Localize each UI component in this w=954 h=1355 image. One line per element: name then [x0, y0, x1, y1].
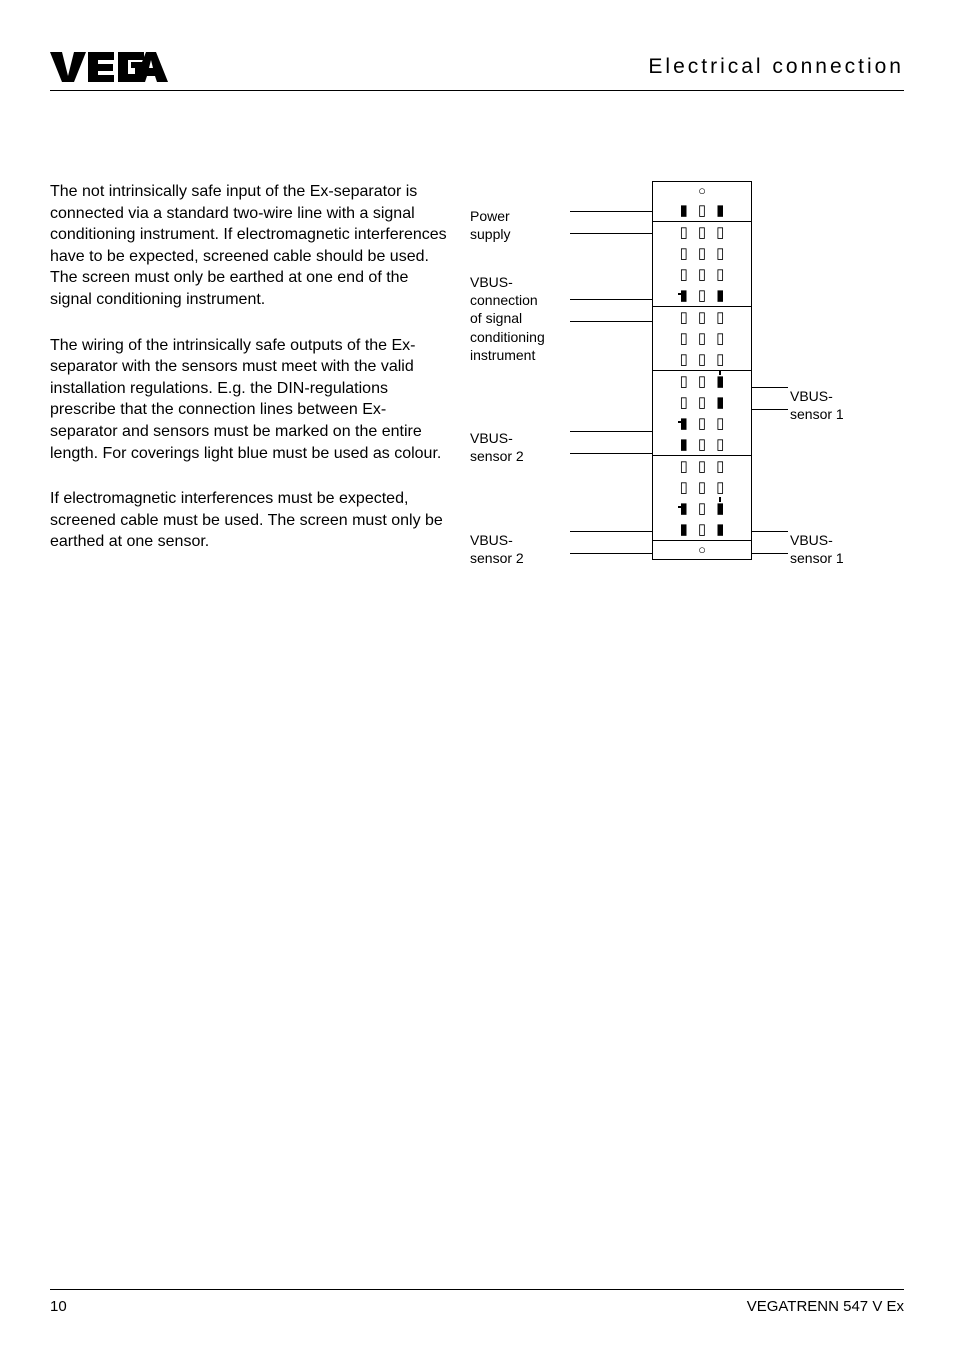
- lead-line: [570, 299, 652, 300]
- terminal-pin: [680, 374, 688, 389]
- terminal-pin: [716, 501, 724, 516]
- terminal-pin: [716, 331, 724, 346]
- mounting-hole: ○: [653, 182, 751, 200]
- terminal-pin: [716, 374, 724, 389]
- terminal-row: [653, 519, 751, 540]
- terminal-pin: [680, 459, 688, 474]
- terminal-pin: [716, 522, 724, 537]
- terminal-pin: [698, 225, 706, 240]
- terminal-row: [653, 434, 751, 455]
- terminal-pin: [716, 310, 724, 325]
- page-number: 10: [50, 1298, 67, 1315]
- terminal-pin: [716, 459, 724, 474]
- terminal-row: [653, 349, 751, 370]
- terminal-pin: [680, 522, 688, 537]
- terminal-pin: [698, 352, 706, 367]
- label-vbus-sensor1-a: VBUS- sensor 1: [790, 387, 844, 423]
- diagram-column: ○○ Power supply VBUS- connection of sign…: [470, 181, 904, 611]
- terminal-row: [653, 264, 751, 285]
- label-power-supply: Power supply: [470, 207, 510, 243]
- terminal-pin: [716, 480, 724, 495]
- terminal-pin: [680, 416, 688, 431]
- terminal-row: [653, 285, 751, 306]
- terminal-pin: [680, 395, 688, 410]
- paragraph-1: The not intrinsically safe input of the …: [50, 181, 450, 311]
- wiring-diagram: ○○ Power supply VBUS- connection of sign…: [470, 181, 904, 611]
- terminal-pin: [680, 225, 688, 240]
- terminal-row: [653, 477, 751, 498]
- terminal-pin: [698, 437, 706, 452]
- terminal-pin: [698, 288, 706, 303]
- terminal-row: [653, 200, 751, 221]
- terminal-pin: [698, 203, 706, 218]
- lead-line: [570, 453, 652, 454]
- terminal-pin: [716, 267, 724, 282]
- lead-line: [752, 553, 788, 554]
- terminal-row: [653, 328, 751, 349]
- section-title: Electrical connection: [648, 55, 904, 79]
- terminal-row: [653, 498, 751, 519]
- terminal-pin: [680, 437, 688, 452]
- label-vbus-sensor1-b: VBUS- sensor 1: [790, 531, 844, 567]
- text-column: The not intrinsically safe input of the …: [50, 181, 450, 611]
- terminal-pin: [716, 225, 724, 240]
- terminal-pin: [698, 459, 706, 474]
- terminal-pin: [680, 310, 688, 325]
- terminal-pin: [698, 522, 706, 537]
- terminal-pin: [698, 267, 706, 282]
- vega-logo: [50, 50, 170, 84]
- label-vbus-sensor2-a: VBUS- sensor 2: [470, 429, 524, 465]
- terminal-row: [653, 306, 751, 328]
- lead-line: [570, 211, 652, 212]
- terminal-pin: [716, 203, 724, 218]
- terminal-pin: [698, 416, 706, 431]
- terminal-row: [653, 392, 751, 413]
- label-vbus-sensor2-b: VBUS- sensor 2: [470, 531, 524, 567]
- lead-line: [570, 431, 652, 432]
- footer: 10 VEGATRENN 547 V Ex: [50, 1289, 904, 1315]
- lead-line: [570, 233, 652, 234]
- lead-line: [752, 531, 788, 532]
- terminal-pin: [680, 203, 688, 218]
- lead-line: [570, 531, 652, 532]
- lead-line: [752, 387, 788, 388]
- mounting-hole: ○: [653, 540, 751, 559]
- lead-line: [570, 553, 652, 554]
- terminal-pin: [716, 416, 724, 431]
- terminal-pin: [680, 331, 688, 346]
- terminal-pin: [698, 501, 706, 516]
- label-vbus-connection: VBUS- connection of signal conditioning …: [470, 273, 545, 364]
- terminal-pin: [698, 310, 706, 325]
- terminal-pin: [698, 395, 706, 410]
- terminal-pin: [680, 267, 688, 282]
- lead-line: [570, 321, 652, 322]
- terminal-pin: [698, 246, 706, 261]
- terminal-pin: [698, 480, 706, 495]
- terminal-row: [653, 370, 751, 392]
- terminal-row: [653, 413, 751, 434]
- terminal-pin: [716, 288, 724, 303]
- terminal-pin: [680, 480, 688, 495]
- terminal-row: [653, 243, 751, 264]
- terminal-pin: [680, 288, 688, 303]
- paragraph-3: If electromagnetic interferences must be…: [50, 488, 450, 553]
- paragraph-2: The wiring of the intrinsically safe out…: [50, 335, 450, 465]
- header: Electrical connection: [50, 50, 904, 91]
- doc-id: VEGATRENN 547 V Ex: [747, 1298, 904, 1315]
- terminal-row: [653, 221, 751, 243]
- terminal-pin: [698, 374, 706, 389]
- terminal-pin: [716, 352, 724, 367]
- content: The not intrinsically safe input of the …: [50, 181, 904, 611]
- terminal-row: [653, 455, 751, 477]
- terminal-pin: [680, 352, 688, 367]
- terminal-pin: [716, 395, 724, 410]
- terminal-pin: [680, 246, 688, 261]
- terminal-pin: [716, 437, 724, 452]
- terminal-pin: [698, 331, 706, 346]
- terminal-block: ○○: [652, 181, 752, 560]
- terminal-pin: [716, 246, 724, 261]
- terminal-pin: [680, 501, 688, 516]
- lead-line: [752, 409, 788, 410]
